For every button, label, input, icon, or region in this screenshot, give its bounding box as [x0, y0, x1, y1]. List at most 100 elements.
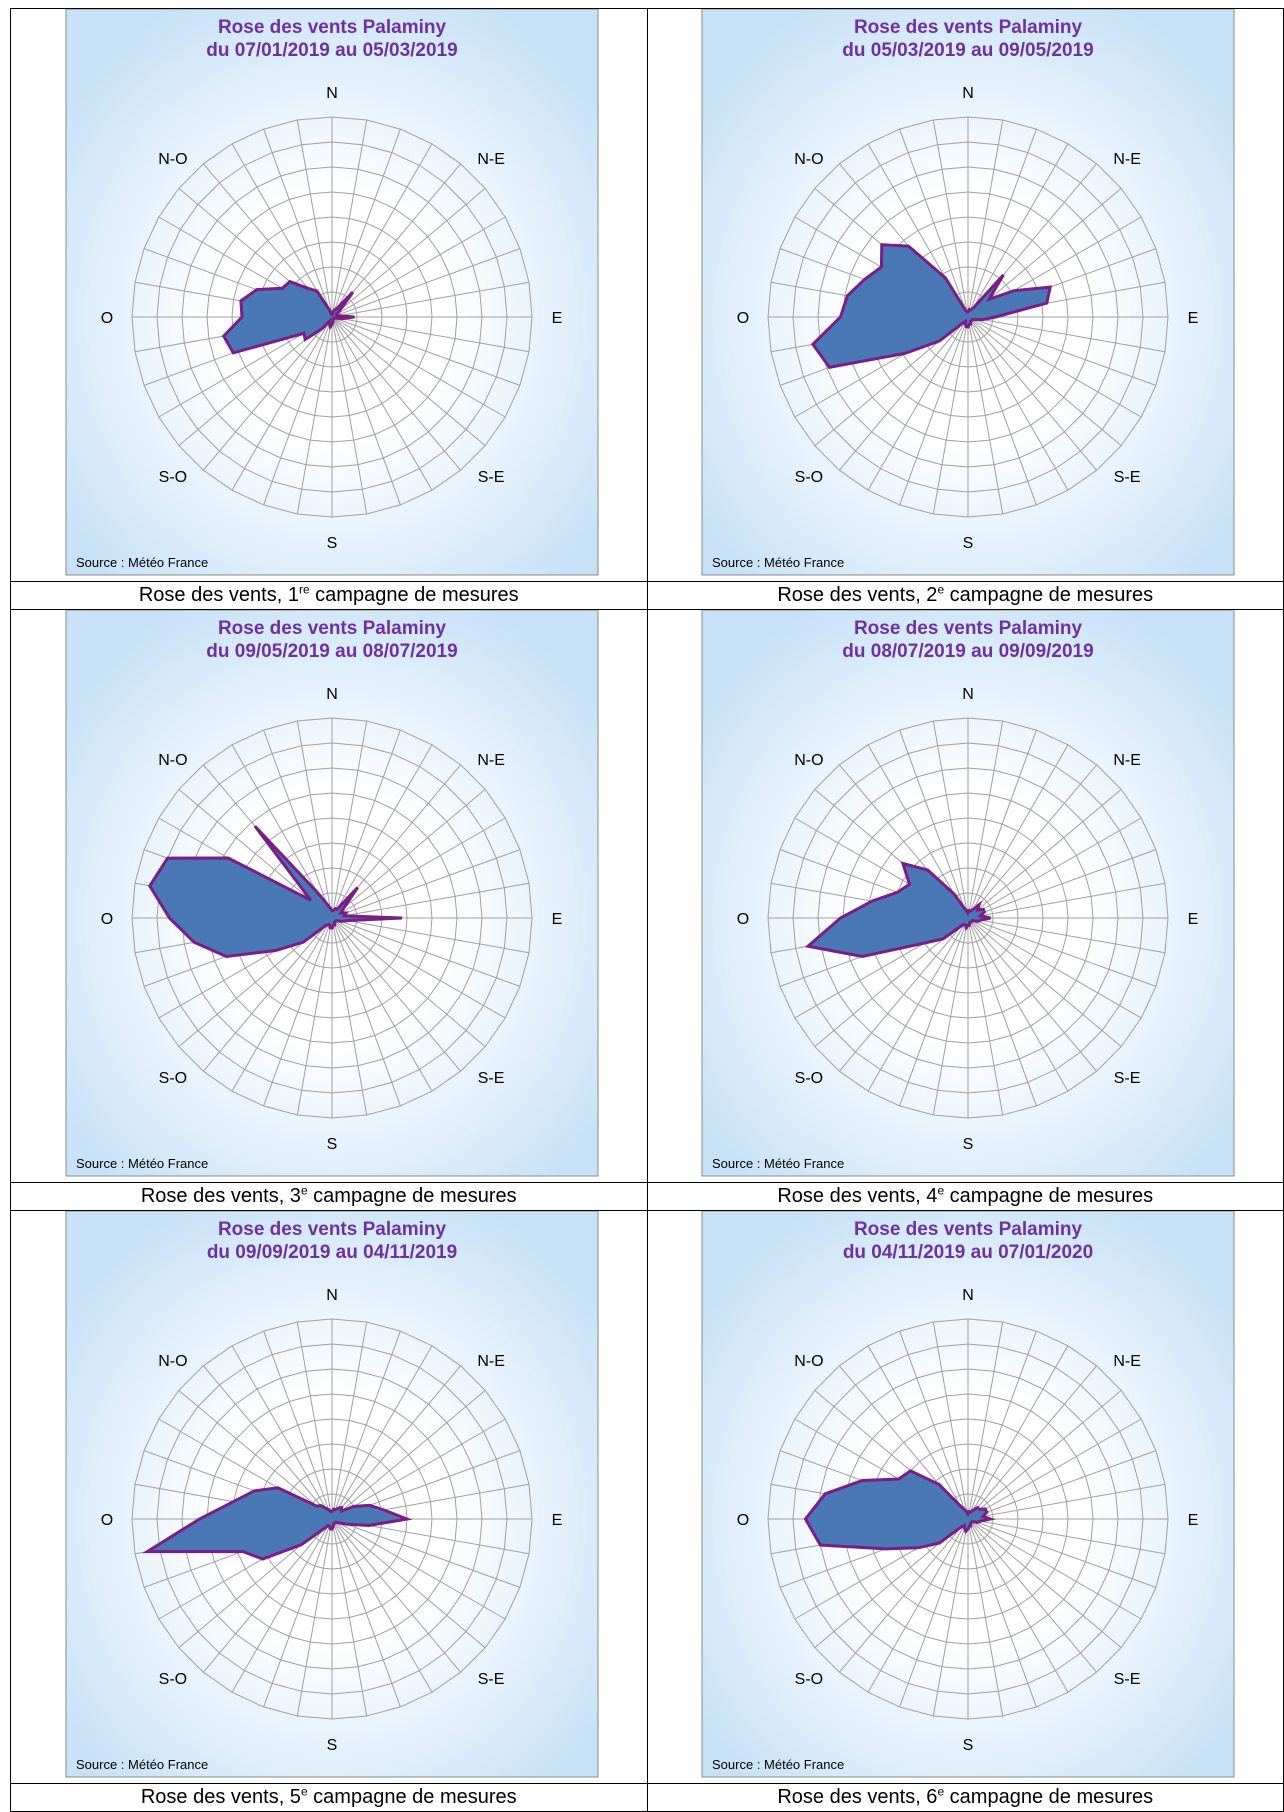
caption-1: Rose des vents, 1re campagne de mesures — [10, 580, 648, 610]
grid-spoke — [331, 1518, 367, 1717]
source-label: Source : Météo France — [712, 1156, 844, 1171]
direction-label: S-O — [795, 469, 823, 486]
direction-label: S-E — [1114, 469, 1141, 486]
grid-spoke — [202, 917, 333, 1072]
grid-spoke — [331, 316, 461, 471]
direction-label: N-E — [1114, 752, 1142, 769]
grid-spoke — [967, 1330, 1038, 1520]
direction-label: N — [962, 1287, 974, 1304]
direction-label: E — [1188, 911, 1199, 928]
grid-spoke — [296, 1321, 333, 1520]
grid-spoke — [967, 143, 1069, 318]
grid-spoke — [968, 882, 1166, 919]
direction-label: S-E — [1114, 1070, 1141, 1087]
source-label: Source : Météo France — [76, 555, 208, 570]
direction-label: N-E — [477, 151, 505, 168]
chart-cell-1: Rose des vents Palaminy du 07/01/2019 au … — [10, 8, 648, 582]
grid-spoke — [231, 1345, 333, 1520]
grid-spoke — [262, 917, 333, 1107]
grid-spoke — [331, 1518, 486, 1648]
grid-spoke — [331, 188, 486, 318]
grid-spoke — [967, 917, 1142, 1019]
grid-spoke — [968, 1518, 1157, 1588]
grid-spoke — [331, 316, 401, 506]
wind-frequency-series — [221, 279, 355, 355]
direction-label: N-E — [1114, 1353, 1142, 1370]
grid-spoke — [933, 1518, 969, 1717]
direction-label: S — [963, 535, 974, 552]
grid-spoke — [967, 316, 1098, 471]
chart-title: Rose des vents Palaminy — [854, 618, 1083, 639]
grid-spoke — [967, 720, 1004, 919]
direction-label: S-E — [478, 469, 505, 486]
grid-spoke — [231, 917, 333, 1092]
grid-spoke — [331, 744, 433, 919]
chart-subtitle: du 07/01/2019 au 05/03/2019 — [206, 40, 457, 61]
grid-spoke — [331, 1345, 433, 1520]
direction-label: S-E — [478, 1671, 505, 1688]
chart-subtitle: du 05/03/2019 au 09/05/2019 — [843, 40, 1094, 61]
grid-spoke — [231, 1518, 333, 1693]
direction-label: O — [101, 911, 113, 928]
caption-2: Rose des vents, 2e campagne de mesures — [646, 580, 1284, 610]
wind-frequency-series — [804, 861, 992, 959]
grid-spoke — [967, 1518, 1122, 1648]
grid-spoke — [967, 917, 1098, 1072]
grid-spoke — [202, 1365, 333, 1520]
direction-label: N-E — [477, 752, 505, 769]
direction-label: N-O — [794, 1353, 823, 1370]
grid-spoke — [968, 849, 1157, 919]
grid-spoke — [967, 316, 1004, 515]
grid-spoke — [899, 1518, 969, 1708]
direction-label: S-O — [158, 1070, 186, 1087]
grid-spoke — [331, 917, 433, 1092]
chart-cell-6: Rose des vents Palaminy du 04/11/2019 au … — [646, 1209, 1284, 1784]
direction-label: N-E — [1114, 151, 1142, 168]
grid-spoke — [331, 917, 401, 1107]
grid-spoke — [296, 1518, 333, 1717]
grid-spoke — [331, 128, 401, 318]
grid-spoke — [968, 316, 1157, 386]
grid-spoke — [899, 1330, 969, 1520]
grid-spoke — [967, 1418, 1142, 1520]
grid-spoke — [331, 119, 367, 318]
direction-label: S — [963, 1136, 974, 1153]
chart-cell-5: Rose des vents Palaminy du 09/09/2019 au … — [10, 1209, 648, 1784]
source-label: Source : Météo France — [76, 1757, 208, 1772]
direction-label: N — [326, 686, 338, 703]
chart-title: Rose des vents Palaminy — [218, 1219, 447, 1240]
direction-label: N-O — [158, 1353, 187, 1370]
grid-spoke — [331, 143, 433, 318]
source-label: Source : Météo France — [712, 1757, 844, 1772]
grid-spoke — [967, 316, 1038, 506]
grid-spoke — [331, 789, 486, 919]
chart-title: Rose des vents Palaminy — [854, 1219, 1083, 1240]
direction-label: N-O — [158, 151, 187, 168]
grid-spoke — [967, 1321, 1004, 1520]
grid-spoke — [262, 316, 333, 506]
grid-spoke — [839, 316, 969, 471]
grid-spoke — [296, 119, 333, 318]
grid-spoke — [968, 917, 1157, 987]
direction-label: E — [551, 1512, 562, 1529]
chart-title: Rose des vents Palaminy — [218, 17, 447, 38]
grid-spoke — [262, 128, 333, 318]
direction-label: E — [1188, 310, 1199, 327]
chart-title: Rose des vents Palaminy — [854, 17, 1083, 38]
direction-label: E — [551, 911, 562, 928]
grid-spoke — [967, 119, 1004, 318]
chart-title: Rose des vents Palaminy — [218, 618, 447, 639]
direction-label: N — [326, 1287, 338, 1304]
direction-label: N-E — [477, 1353, 505, 1370]
direction-label: S — [326, 535, 337, 552]
grid-spoke — [967, 917, 1038, 1107]
grid-spoke — [967, 789, 1122, 919]
direction-label: S — [326, 1136, 337, 1153]
grid-spoke — [331, 1365, 461, 1520]
grid-spoke — [933, 119, 969, 318]
grid-spoke — [296, 917, 333, 1116]
